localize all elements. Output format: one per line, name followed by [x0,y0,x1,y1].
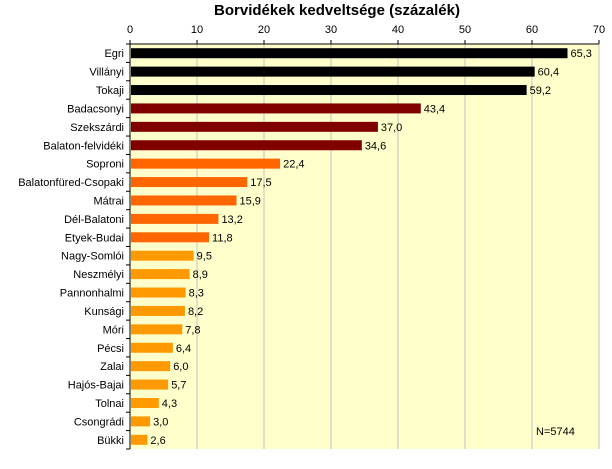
bar [131,66,535,77]
category-label: Pécsi [97,343,124,355]
category-label: Tokaji [96,85,124,97]
x-tick-label: 40 [392,24,404,36]
data-label: 43,4 [424,103,445,115]
category-label: Etyek-Budai [65,232,124,244]
category-label: Badacsonyi [67,103,124,115]
bar [131,195,237,206]
data-label: 8,2 [188,306,203,318]
category-label: Móri [103,324,124,336]
bar [131,121,378,132]
category-label: Soproni [86,159,124,171]
category-label: Kunsági [84,306,124,318]
data-label: 22,4 [283,159,304,171]
category-label: Villányi [89,67,124,79]
x-tick-label: 70 [593,24,605,36]
category-label: Hajós-Bajai [68,380,124,392]
bar [131,342,173,353]
bar [131,103,421,114]
data-label: 7,8 [185,324,200,336]
data-label: 6,0 [173,361,188,373]
bar [131,361,171,372]
category-label: Balatonfüred-Csopaki [18,177,124,189]
x-tick-label: 0 [127,24,133,36]
category-label: Neszmélyi [73,269,124,281]
bar [131,48,568,59]
x-tick-label: 10 [191,24,203,36]
bar [131,269,190,280]
data-label: 34,6 [365,140,386,152]
bar [131,324,183,335]
category-label: Balaton-felvidéki [43,140,124,152]
bar [131,397,159,408]
data-label: 59,2 [530,85,551,97]
bar [131,250,194,261]
data-label: 60,4 [538,67,559,79]
data-label: 3,0 [153,416,168,428]
category-label: Tolnai [95,398,124,410]
bar [131,305,185,316]
data-label: 11,8 [212,232,233,244]
bar [131,140,362,151]
category-label: Bükki [97,435,124,447]
bar [131,232,210,243]
data-label: 15,9 [240,195,261,207]
bar [131,287,186,298]
data-label: 4,3 [162,398,177,410]
category-label: Nagy-Somlói [61,251,124,263]
category-label: Szekszárdi [70,122,124,134]
category-label: Mátrai [93,195,124,207]
chart-title: Borvidékek kedveltsége (százalék) [214,2,460,19]
category-label: Dél-Balatoni [64,214,124,226]
data-label: 6,4 [176,343,191,355]
data-label: 13,2 [221,214,242,226]
data-label: 37,0 [381,122,402,134]
bar [131,434,148,445]
data-label: 17,5 [250,177,271,189]
bar [131,416,151,427]
x-tick-label: 30 [325,24,337,36]
sample-size-annotation: N=5744 [536,426,575,438]
data-label: 8,3 [189,288,204,300]
category-label: Egri [104,48,124,60]
bar [131,85,527,96]
bar [131,379,169,390]
category-label: Csongrádi [74,416,124,428]
bar [131,213,219,224]
data-label: 65,3 [571,48,592,60]
category-label: Pannonhalmi [60,288,124,300]
data-label: 9,5 [197,251,212,263]
bar [131,177,248,188]
bar [131,158,281,169]
x-tick-label: 60 [526,24,538,36]
data-label: 8,9 [193,269,208,281]
data-label: 2,6 [150,435,165,447]
x-tick-label: 50 [459,24,471,36]
x-tick-label: 20 [258,24,270,36]
category-label: Zalai [100,361,124,373]
data-label: 5,7 [171,380,186,392]
